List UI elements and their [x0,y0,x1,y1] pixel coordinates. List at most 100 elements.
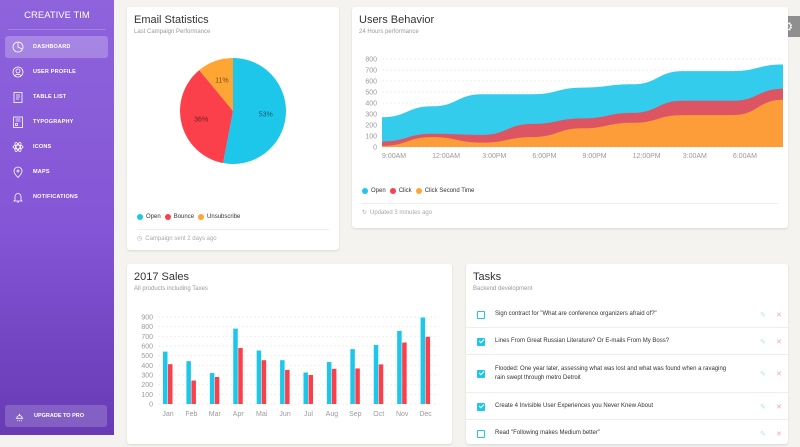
area-series-click-second-time [382,99,783,147]
bar [397,330,402,404]
task-text: Sign contract for "What are conference o… [495,311,657,317]
x-tick-label: Sep [349,411,362,418]
y-tick-label: 700 [141,334,153,341]
delete-icon[interactable]: ✕ [776,403,782,411]
building-icon [13,116,23,128]
x-tick-label: 9:00AM [382,153,406,160]
delete-icon[interactable]: ✕ [776,311,782,319]
y-tick-label: 600 [141,344,153,351]
delete-icon[interactable]: ✕ [776,430,782,438]
bar [331,368,337,404]
sales-card: 2017 Sales All products including Taxes … [127,264,452,444]
sidebar-nav: DASHBOARD USER PROFILE TABLE LIST TYPOGRAPH… [0,36,114,208]
task-row: Create 4 Invisible User Experiences you … [466,393,788,420]
x-tick-label: 12:00PM [633,153,661,160]
legend-dot-open [362,188,368,194]
y-tick-label: 300 [141,373,153,380]
bar [209,373,215,404]
edit-icon[interactable]: ✎ [760,403,766,411]
pie-data-label: 36% [194,117,208,124]
sidebar-item-user-profile[interactable]: USER PROFILE [5,61,108,83]
task-row: Lines From Great Russian Literature? Or … [466,328,788,355]
legend-unsubscribe: Unsubscribe [207,214,241,220]
sidebar-item-icons[interactable]: ICONS [5,136,108,158]
bar [163,351,168,404]
x-tick-label: Dec [419,411,432,418]
card-title: Tasks [473,271,502,283]
legend-dot-bounce [164,214,171,220]
delete-icon[interactable]: ✕ [776,371,782,378]
bar [280,360,285,404]
task-text: Create 4 Invisible User Experiences you … [495,403,654,409]
task-checkbox[interactable] [477,402,485,411]
bar [191,380,196,404]
task-text: Read "Following makes Medium better" [495,430,600,436]
delete-icon[interactable]: ✕ [776,338,782,346]
map-pin-icon [13,166,23,178]
x-tick-label: Jul [304,411,313,418]
y-tick-label: 800 [365,57,377,64]
pie-slice-bounce [180,70,233,164]
card-subtitle: 24 Hours performance [359,29,419,35]
x-tick-label: Mai [256,411,268,418]
bar [350,349,355,404]
edit-icon[interactable]: ✎ [760,371,766,378]
sidebar-item-label: NOTIFICATIONS [33,194,78,200]
bar [373,345,379,404]
task-checkbox[interactable] [477,337,485,346]
sidebar-item-table-list[interactable]: TABLE LIST [5,86,108,108]
card-title: Email Statistics [134,14,209,26]
bar [186,361,191,404]
edit-icon[interactable]: ✎ [760,338,766,346]
divider [362,203,778,204]
x-tick-label: Feb [185,411,197,418]
x-tick-label: Nov [396,411,409,418]
task-text: Flooded: One year later, assessing what … [495,366,727,381]
bar [378,364,384,404]
atom-icon [12,142,24,152]
x-tick-label: 12:00AM [432,153,460,160]
y-tick-label: 800 [141,324,153,331]
y-tick-label: 200 [365,123,377,130]
card-title: Users Behavior [359,14,435,26]
card-subtitle: All products including Taxes [134,286,208,292]
edit-icon[interactable]: ✎ [760,430,766,438]
sidebar-item-notifications[interactable]: NOTIFICATIONS [5,186,108,208]
y-tick-label: 100 [365,134,377,141]
y-tick-label: 200 [141,382,153,389]
history-icon: ↻ [362,210,368,216]
task-text: Lines From Great Russian Literature? Or … [495,338,670,344]
x-tick-label: 6:00AM [733,153,757,160]
pie-data-label: 11% [215,78,229,85]
legend-open: Open [371,188,386,194]
email-footer: ◷ Campaign sent 2 days ago [137,235,217,243]
bar [326,362,332,404]
brand-logo[interactable]: CREATIVE TIM [8,0,106,30]
bar-chart: 0 100 200 300 400 500 600 700 800 900 Jan Feb Mar Apr… [141,315,439,418]
sidebar-item-maps[interactable]: MAPS [5,161,108,183]
sidebar-item-dashboard[interactable]: DASHBOARD [5,36,108,58]
task-checkbox[interactable] [477,429,485,438]
x-tick-label: 3:00AM [683,153,707,160]
edit-icon[interactable]: ✎ [760,311,766,319]
card-subtitle: Last Campaign Performance [134,29,211,35]
chart-pie-icon [12,41,24,53]
y-tick-label: 400 [365,101,377,108]
bar [233,328,238,404]
bar [256,350,262,404]
task-checkbox[interactable] [477,310,485,319]
x-tick-label: Jan [162,411,173,418]
legend-click-second: Click Second Time [424,188,475,194]
x-tick-label: Aug [326,411,339,418]
email-statistics-card: Email Statistics Last Campaign Performan… [127,7,339,250]
task-row: Read "Following makes Medium better" ✎ ✕ [466,420,788,447]
users-behavior-card: Users Behavior 24 Hours performance 0 100… [352,7,788,228]
upgrade-to-pro-button[interactable]: UPGRADE TO PRO [5,405,107,427]
y-tick-label: 0 [373,145,377,152]
bar [285,369,290,404]
task-checkbox[interactable] [477,370,485,378]
sidebar-item-typography[interactable]: TYPOGRAPHY [5,111,108,133]
sidebar-item-label: DASHBOARD [33,44,71,50]
y-tick-label: 900 [141,315,153,322]
area-chart: 0 100 200 300 400 500 600 700 800 9:00AM 12:00AM 3:… [365,57,783,160]
